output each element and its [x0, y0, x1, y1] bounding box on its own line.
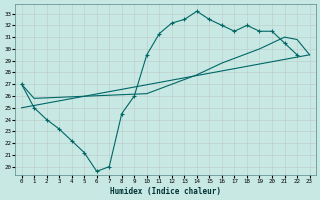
X-axis label: Humidex (Indice chaleur): Humidex (Indice chaleur)	[110, 187, 221, 196]
